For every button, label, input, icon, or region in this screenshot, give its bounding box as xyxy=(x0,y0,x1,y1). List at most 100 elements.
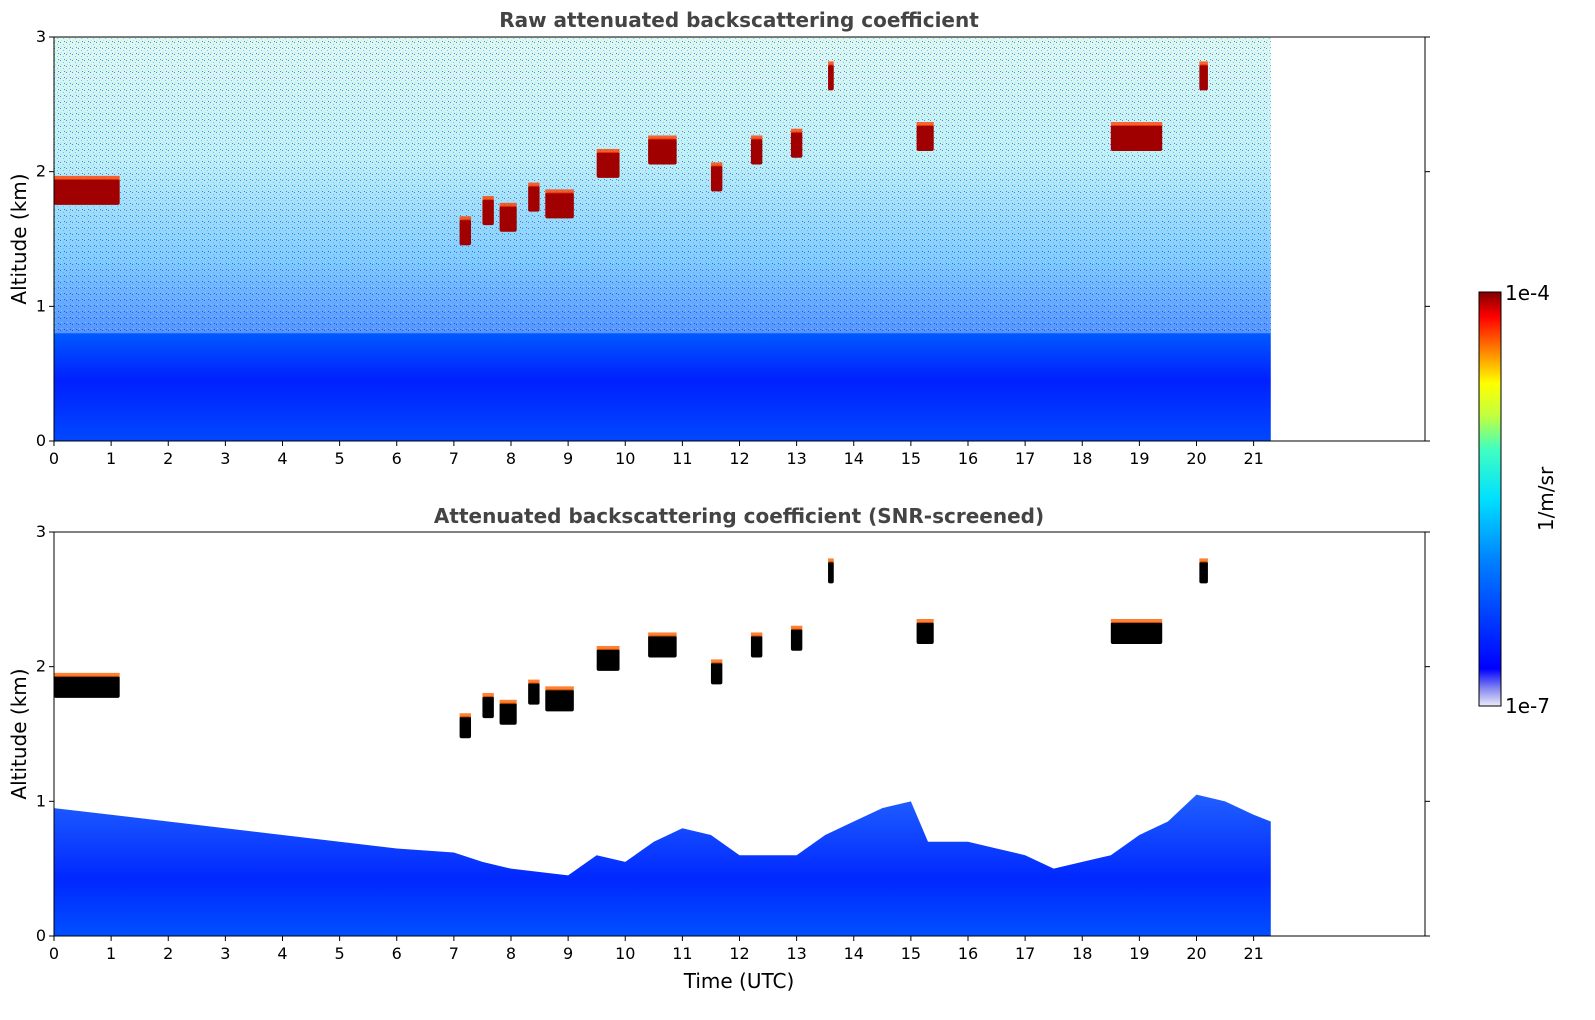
colorbar: 1e-4 1e-7 1/m/sr xyxy=(1478,281,1558,718)
raw-x-tick-label: 1 xyxy=(106,449,116,468)
screened-panel: Attenuated backscattering coefficient (S… xyxy=(7,504,1430,993)
raw-x-tick-label: 12 xyxy=(729,449,749,468)
screened-y-axis-label: Altitude (km) xyxy=(7,668,31,799)
raw-x-tick-label: 14 xyxy=(844,449,864,468)
screened-x-tick-label: 20 xyxy=(1186,944,1206,963)
screened-cloud-feature xyxy=(596,645,620,671)
screened-x-tick-label: 2 xyxy=(163,944,173,963)
screened-x-tick-label: 18 xyxy=(1072,944,1092,963)
raw-y-tick-label: 3 xyxy=(36,27,46,46)
screened-x-tick-label: 13 xyxy=(786,944,806,963)
screened-x-tick-label: 7 xyxy=(449,944,459,963)
raw-cloud-feature xyxy=(499,202,517,232)
x-axis-label: Time (UTC) xyxy=(683,969,795,993)
screened-y-tick-label: 2 xyxy=(36,657,46,676)
boundary-layer-region xyxy=(54,794,1271,936)
raw-x-tick-label: 2 xyxy=(163,449,173,468)
screened-cloud-feature xyxy=(916,619,934,644)
screened-cloud-feature xyxy=(750,632,763,658)
screened-cloud-feature xyxy=(482,693,494,719)
raw-x-tick-label: 0 xyxy=(49,449,59,468)
screened-cloud-feature xyxy=(710,659,723,685)
screened-cloud-feature xyxy=(499,699,517,725)
screened-x-tick-label: 6 xyxy=(392,944,402,963)
raw-y-ticks: 0 1 2 3 xyxy=(36,27,1430,450)
screened-panel-title: Attenuated backscattering coefficient (S… xyxy=(434,504,1044,528)
screened-cloud-feature xyxy=(1199,558,1208,584)
raw-cloud-feature xyxy=(482,196,494,226)
screened-cloud-feature xyxy=(459,713,472,739)
raw-x-tick-label: 18 xyxy=(1072,449,1092,468)
raw-panel-title: Raw attenuated backscattering coefficien… xyxy=(499,8,979,32)
screened-x-tick-label: 0 xyxy=(49,944,59,963)
screened-x-tick-label: 15 xyxy=(901,944,921,963)
screened-y-tick-label: 0 xyxy=(36,926,46,945)
raw-cloud-feature xyxy=(790,128,803,158)
raw-cloud-feature xyxy=(459,216,472,246)
screened-cloud-feature xyxy=(1110,619,1163,644)
screened-cloud-feature xyxy=(54,672,120,698)
raw-x-tick-label: 13 xyxy=(786,449,806,468)
raw-cloud-feature xyxy=(750,135,763,165)
screened-heatmap xyxy=(54,558,1271,936)
screened-x-tick-label: 17 xyxy=(1015,944,1035,963)
raw-x-tick-label: 9 xyxy=(563,449,573,468)
screened-y-tick-label: 1 xyxy=(36,791,46,810)
raw-cloud-feature xyxy=(648,135,677,165)
raw-x-tick-label: 11 xyxy=(672,449,692,468)
screened-x-tick-label: 5 xyxy=(335,944,345,963)
raw-cloud-feature xyxy=(916,122,934,151)
raw-x-tick-label: 5 xyxy=(335,449,345,468)
screened-x-tick-label: 3 xyxy=(220,944,230,963)
raw-cloud-feature xyxy=(596,148,620,178)
raw-x-tick-label: 8 xyxy=(506,449,516,468)
raw-x-tick-label: 4 xyxy=(277,449,287,468)
screened-y-ticks: 0 1 2 3 xyxy=(36,522,1430,945)
colorbar-max-label: 1e-4 xyxy=(1505,281,1550,305)
raw-cloud-feature xyxy=(545,189,574,219)
screened-x-tick-label: 21 xyxy=(1243,944,1263,963)
colorbar-min-label: 1e-7 xyxy=(1505,694,1550,718)
screened-x-tick-label: 1 xyxy=(106,944,116,963)
screened-y-tick-label: 3 xyxy=(36,522,46,541)
raw-x-tick-label: 3 xyxy=(220,449,230,468)
screened-cloud-feature xyxy=(828,558,834,584)
raw-noise-field xyxy=(54,37,1271,334)
raw-x-tick-label: 17 xyxy=(1015,449,1035,468)
raw-y-axis-label: Altitude (km) xyxy=(7,173,31,304)
colorbar-frame xyxy=(1478,291,1502,707)
screened-x-tick-label: 9 xyxy=(563,944,573,963)
raw-x-tick-label: 21 xyxy=(1243,449,1263,468)
screened-x-tick-label: 8 xyxy=(506,944,516,963)
raw-cloud-feature xyxy=(1110,122,1163,151)
screened-x-tick-label: 4 xyxy=(277,944,287,963)
raw-cloud-feature xyxy=(1199,61,1208,91)
raw-panel: Raw attenuated backscattering coefficien… xyxy=(7,8,1430,468)
raw-cloud-feature xyxy=(54,175,120,205)
raw-cloud-feature xyxy=(528,182,540,212)
screened-cloud-feature xyxy=(528,679,540,705)
raw-x-tick-label: 19 xyxy=(1129,449,1149,468)
raw-x-tick-label: 6 xyxy=(392,449,402,468)
raw-y-tick-label: 0 xyxy=(36,431,46,450)
raw-x-tick-label: 15 xyxy=(901,449,921,468)
screened-x-tick-label: 12 xyxy=(729,944,749,963)
raw-x-tick-label: 16 xyxy=(958,449,978,468)
screened-x-tick-label: 11 xyxy=(672,944,692,963)
screened-cloud-feature xyxy=(648,632,677,658)
screened-x-tick-label: 14 xyxy=(844,944,864,963)
raw-x-tick-label: 20 xyxy=(1186,449,1206,468)
screened-x-tick-label: 10 xyxy=(615,944,635,963)
raw-x-tick-label: 7 xyxy=(449,449,459,468)
raw-cloud-feature xyxy=(828,61,834,91)
raw-y-tick-label: 1 xyxy=(36,296,46,315)
screened-x-tick-label: 19 xyxy=(1129,944,1149,963)
screened-x-tick-label: 16 xyxy=(958,944,978,963)
raw-cloud-feature xyxy=(710,162,723,192)
raw-x-ticks: 0 1 2 3 4 5 6 7 8 9 10 11 12 13 14 15 16 17 18 19 20 21 xyxy=(49,441,1264,468)
colorbar-unit-label: 1/m/sr xyxy=(1534,466,1558,531)
screened-cloud-feature xyxy=(790,625,803,651)
raw-x-tick-label: 10 xyxy=(615,449,635,468)
raw-heatmap xyxy=(54,37,1271,441)
